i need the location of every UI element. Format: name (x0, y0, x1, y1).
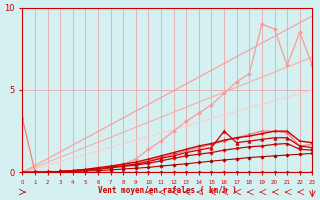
X-axis label: Vent moyen/en rafales ( km/h ): Vent moyen/en rafales ( km/h ) (98, 186, 237, 195)
